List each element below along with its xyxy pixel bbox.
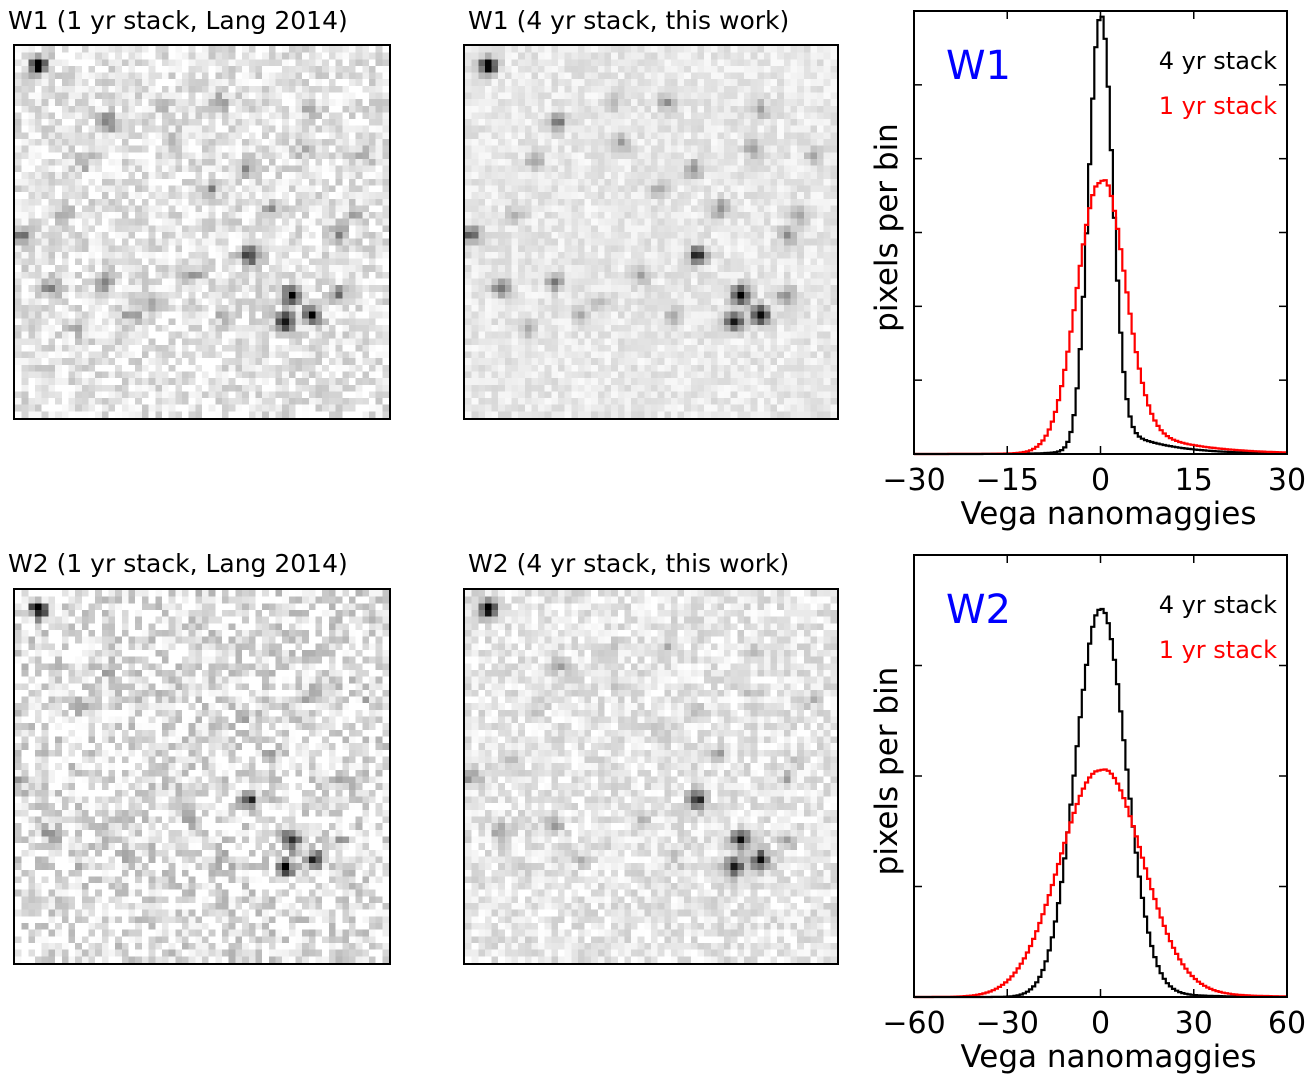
x-tick-label: 0 bbox=[1091, 1006, 1110, 1041]
band-label: W1 bbox=[946, 43, 1011, 89]
x-tick-label: −15 bbox=[976, 463, 1039, 498]
x-tick-label: −30 bbox=[882, 463, 945, 498]
x-axis-label: Vega nanomaggies bbox=[960, 496, 1256, 532]
y-axis-label: pixels per bin bbox=[869, 667, 905, 876]
histogram-w1: −30 −15 0 15 30 Vega nanomaggies pixels per bi… bbox=[869, 10, 1306, 532]
image-w2-4yr bbox=[463, 588, 839, 965]
x-tick-label: 30 bbox=[1268, 463, 1306, 498]
image-w2-1yr bbox=[13, 588, 391, 965]
band-label: W2 bbox=[946, 587, 1011, 633]
image-w1-1yr bbox=[13, 44, 391, 420]
legend-entry-1yr: 1 yr stack bbox=[1159, 636, 1277, 664]
panel-title-w1-1yr: W1 (1 yr stack, Lang 2014) bbox=[8, 6, 348, 35]
panel-title-w2-4yr: W2 (4 yr stack, this work) bbox=[468, 549, 790, 578]
x-axis-label: Vega nanomaggies bbox=[960, 1039, 1256, 1075]
legend-entry-4yr: 4 yr stack bbox=[1159, 47, 1277, 75]
panel-title-w1-4yr: W1 (4 yr stack, this work) bbox=[468, 6, 790, 35]
series-line-1yr bbox=[914, 768, 1287, 999]
x-tick-label: 15 bbox=[1175, 463, 1213, 498]
legend-entry-4yr: 4 yr stack bbox=[1159, 591, 1277, 619]
series-line-4yr bbox=[914, 607, 1287, 999]
image-canvas-w1-1yr bbox=[15, 46, 389, 418]
legend-entry-1yr: 1 yr stack bbox=[1159, 92, 1277, 120]
x-tick-label: 30 bbox=[1175, 1006, 1213, 1041]
panel-title-w2-1yr: W2 (1 yr stack, Lang 2014) bbox=[8, 549, 348, 578]
y-axis-label: pixels per bin bbox=[869, 123, 905, 332]
x-tick-label: −30 bbox=[976, 1006, 1039, 1041]
x-tick-label: 0 bbox=[1091, 463, 1110, 498]
image-canvas-w2-4yr bbox=[465, 590, 837, 963]
x-tick-label: −60 bbox=[882, 1006, 945, 1041]
x-tick-label: 60 bbox=[1268, 1006, 1306, 1041]
image-canvas-w1-4yr bbox=[465, 46, 837, 418]
image-canvas-w2-1yr bbox=[15, 590, 389, 963]
image-w1-4yr bbox=[463, 44, 839, 420]
